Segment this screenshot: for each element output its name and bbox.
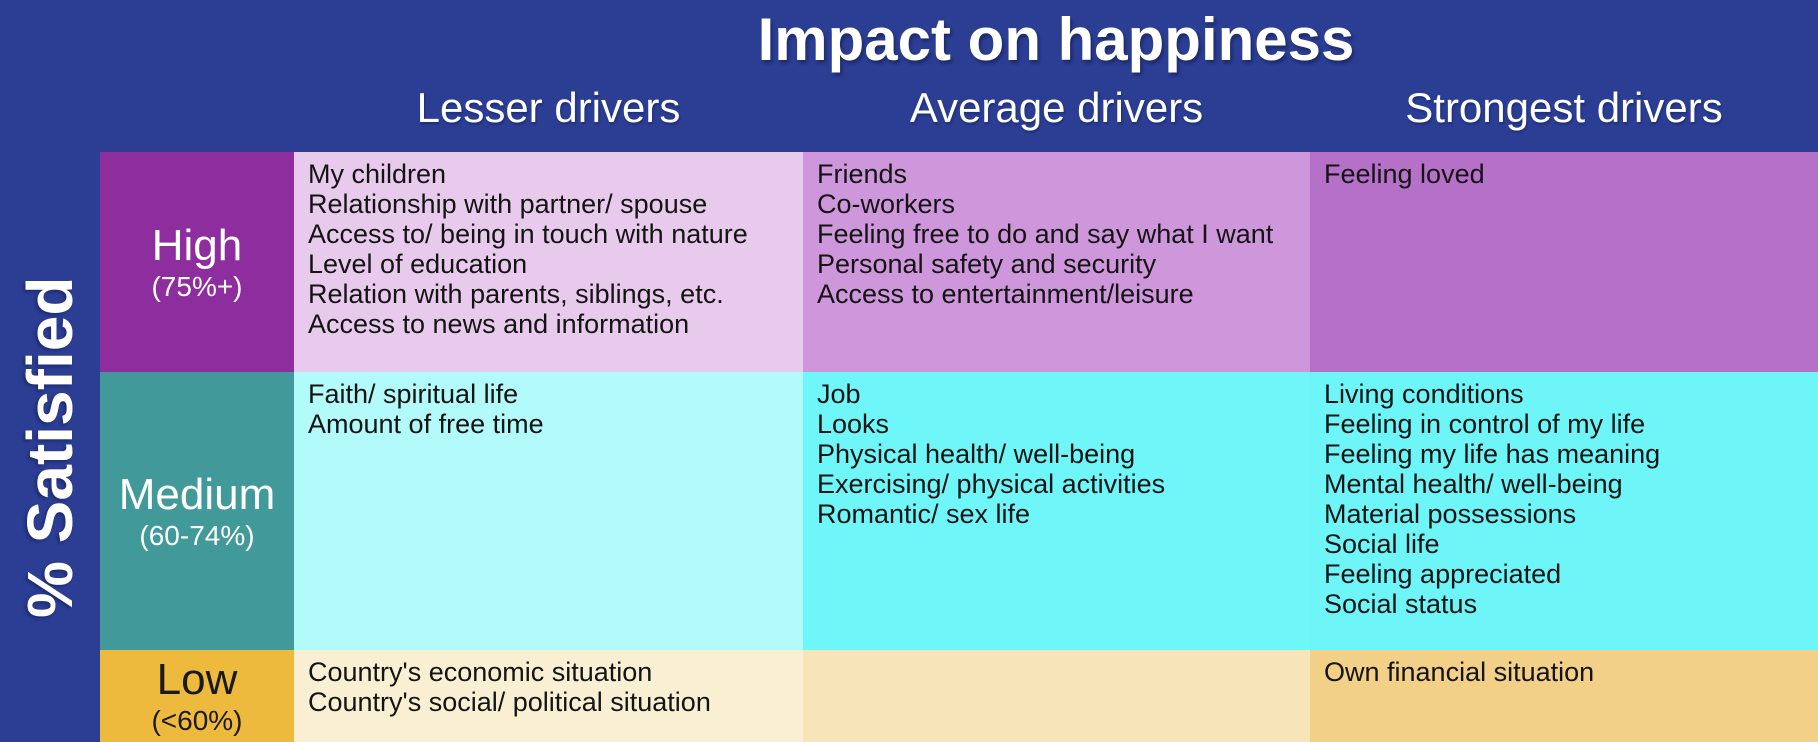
driver-item: Feeling loved (1324, 159, 1485, 189)
driver-item: Mental health/ well-being (1324, 469, 1623, 499)
column-header-lesser-drivers: Lesser drivers (416, 84, 681, 131)
matrix-cell-r1-c2: Living conditions Feeling in control of m… (1310, 372, 1818, 650)
driver-item: Friends (817, 159, 908, 189)
column-headers: Lesser drivers Average drivers Strongest… (294, 84, 1818, 132)
driver-item: Social status (1324, 589, 1478, 619)
column-header-strongest-drivers: Strongest drivers (1405, 84, 1723, 131)
row-label-range: (60-74%) (139, 520, 255, 551)
driver-item: Feeling free to do and say what I want (817, 219, 1274, 249)
driver-item: Looks (817, 409, 890, 439)
driver-item: Social life (1324, 529, 1440, 559)
row-label-range: (75%+) (151, 271, 243, 302)
driver-item: Material possessions (1324, 499, 1577, 529)
matrix-cell-r2-c0: Country's economic situation Country's so… (294, 650, 803, 742)
chart-title: Impact on happiness (757, 6, 1355, 73)
driver-item: Job (817, 379, 861, 409)
driver-item: Access to entertainment/leisure (817, 279, 1194, 309)
row-label-range: (<60%) (151, 705, 243, 736)
column-header-average-drivers: Average drivers (909, 84, 1204, 131)
driver-item: Feeling appreciated (1324, 559, 1562, 589)
matrix-cell-r0-c1: Friends Co-workers Feeling free to do and … (803, 152, 1310, 372)
driver-item: Own financial situation (1324, 657, 1595, 687)
driver-item: Relationship with partner/ spouse (308, 189, 708, 219)
matrix-grid: High (75%+) My children Relationship with p… (100, 152, 1818, 742)
driver-item: Romantic/ sex life (817, 499, 1031, 529)
driver-item: Country's social/ political situation (308, 687, 711, 717)
matrix-cell-r1-c1: Job Looks Physical health/ well-being Exerc… (803, 372, 1310, 650)
driver-item: Relation with parents, siblings, etc. (308, 279, 724, 309)
driver-item: Access to news and information (308, 309, 690, 339)
matrix-cell-r2-c1 (803, 650, 1310, 742)
driver-item: Level of education (308, 249, 528, 279)
driver-item: Co-workers (817, 189, 956, 219)
matrix-cell-r0-c0: My children Relationship with partner/ sp… (294, 152, 803, 372)
driver-item: Physical health/ well-being (817, 439, 1136, 469)
driver-item: Living conditions (1324, 379, 1524, 409)
driver-item: Amount of free time (308, 409, 544, 439)
driver-item: Personal safety and security (817, 249, 1157, 279)
driver-item: Access to/ being in touch with nature (308, 219, 748, 249)
y-axis-label: % Satisfied (14, 276, 86, 618)
matrix-cell-r1-c0: Faith/ spiritual life Amount of free time (294, 372, 803, 650)
driver-item: Feeling my life has meaning (1324, 439, 1661, 469)
row-label-medium: Medium (60-74%) (100, 372, 294, 650)
driver-item: Feeling in control of my life (1324, 409, 1646, 439)
driver-item: My children (308, 159, 447, 189)
matrix-cell-r2-c2: Own financial situation (1310, 650, 1818, 742)
driver-item: Faith/ spiritual life (308, 379, 519, 409)
driver-item: Country's economic situation (308, 657, 653, 687)
matrix-cell-r0-c2: Feeling loved (1310, 152, 1818, 372)
row-label-text: Medium (118, 470, 276, 519)
row-label-text: Low (156, 655, 238, 704)
row-label-text: High (151, 221, 243, 270)
driver-item: Exercising/ physical activities (817, 469, 1166, 499)
row-label-low: Low (<60%) (100, 650, 294, 742)
row-label-high: High (75%+) (100, 152, 294, 372)
